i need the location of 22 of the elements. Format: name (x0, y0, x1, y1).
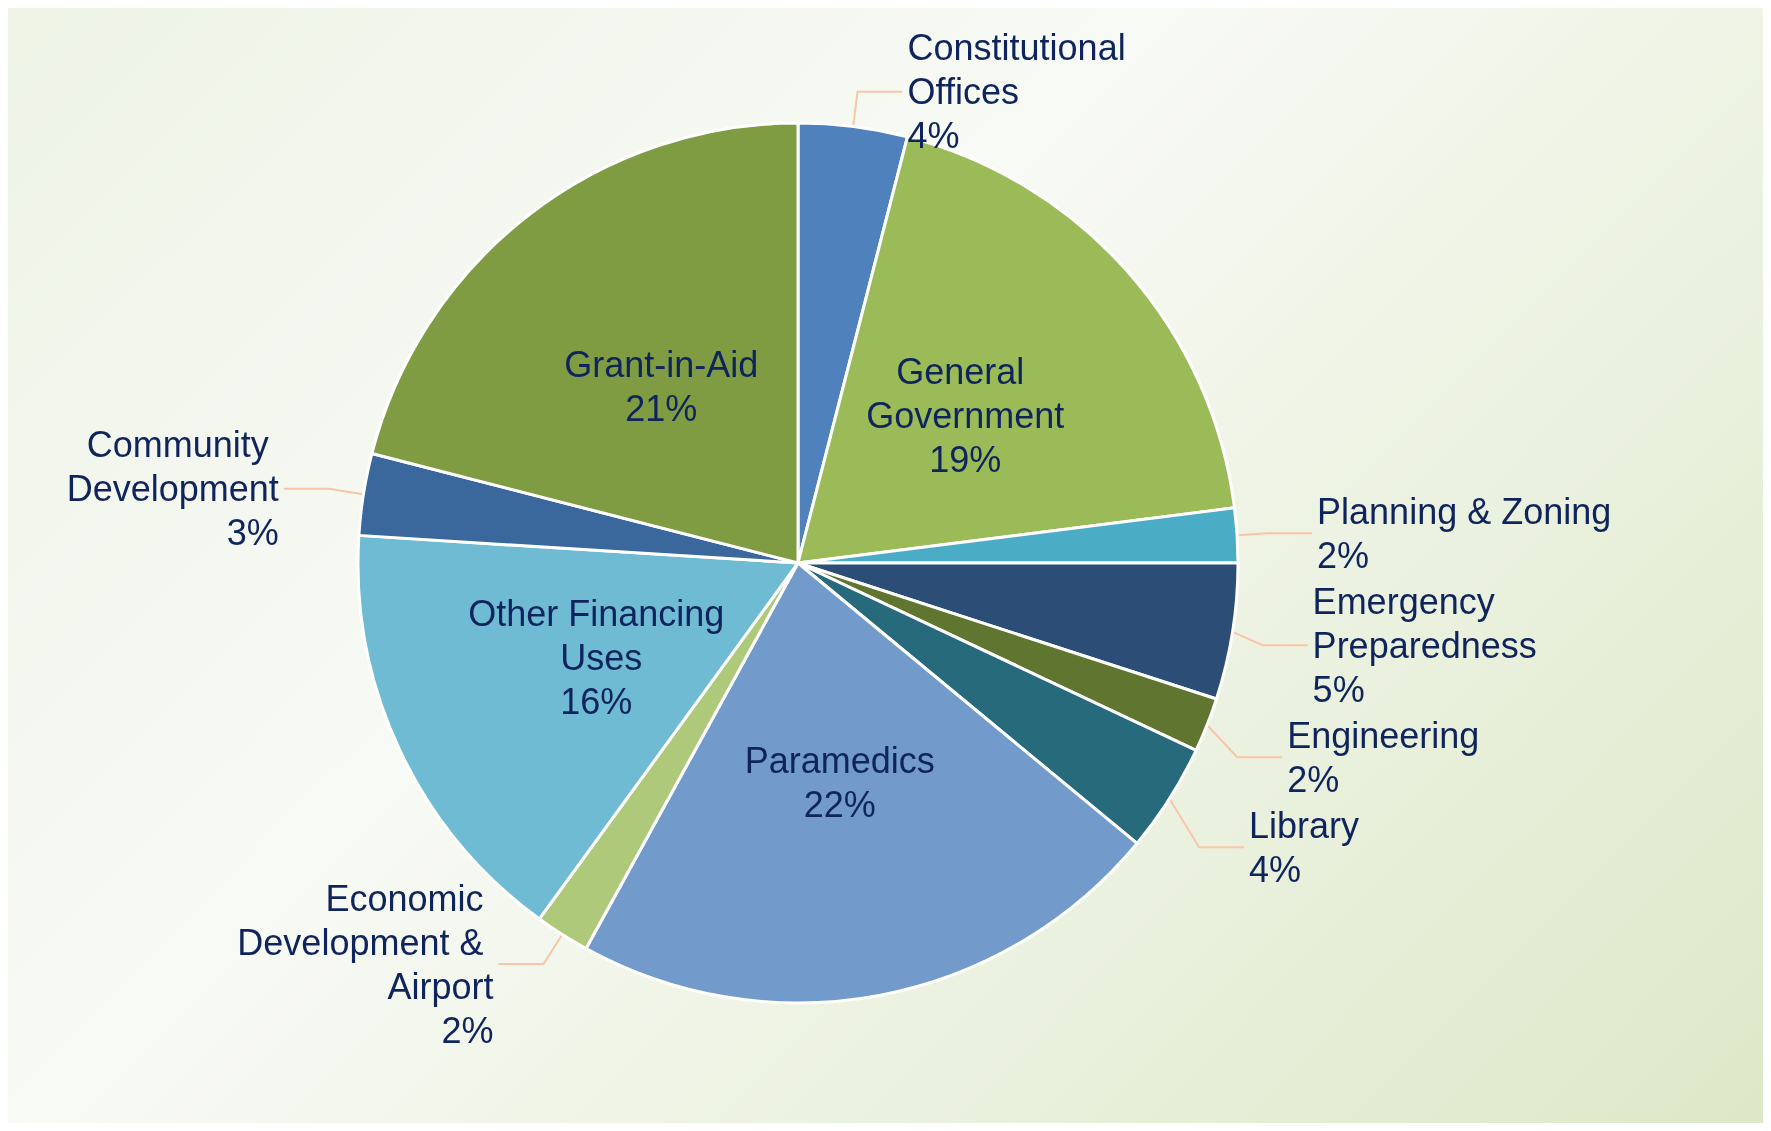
data-label: 21% (625, 388, 698, 430)
slice-label: Grant-in-Aid (564, 344, 759, 386)
data-label: 4% (907, 115, 960, 157)
slice-label: General Government (866, 351, 1065, 437)
slice-label: Emergency Preparedness (1312, 580, 1537, 666)
data-label: 2% (441, 1009, 494, 1051)
slice-label: Economic Development & Airport (237, 877, 494, 1007)
slice-label: Constitutional Offices (907, 27, 1136, 113)
data-label: 2% (1317, 534, 1370, 576)
slice-label: Other Financing Uses (468, 593, 725, 679)
data-label: 4% (1249, 848, 1302, 890)
slice-label: Planning & Zoning (1317, 490, 1612, 532)
slice-label: Library (1249, 804, 1360, 846)
slice-label: Community Development (66, 424, 279, 510)
data-label: 22% (803, 783, 876, 825)
data-label: 16% (560, 681, 633, 723)
data-label: 5% (1312, 668, 1365, 710)
slice-label: Engineering (1287, 714, 1480, 756)
data-label: 19% (929, 439, 1002, 481)
data-label: 3% (226, 512, 279, 554)
data-label: 2% (1287, 758, 1340, 800)
slice-label: Paramedics (744, 739, 935, 781)
